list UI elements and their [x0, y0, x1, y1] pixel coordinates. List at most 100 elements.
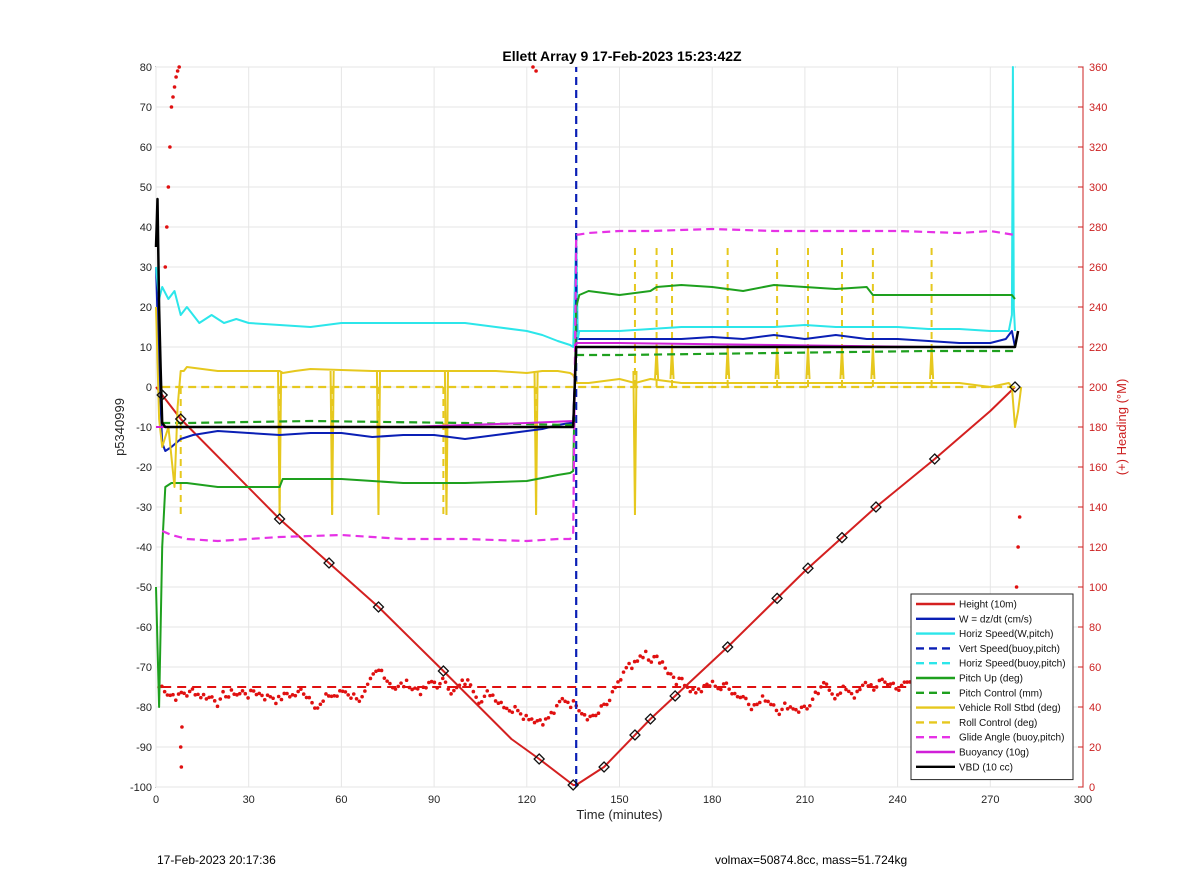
heading-point [282, 691, 287, 696]
heading-point [443, 680, 448, 684]
footer-timestamp: 17-Feb-2023 20:17:36 [157, 853, 276, 867]
heading-point [535, 718, 540, 723]
heading-point [496, 701, 501, 706]
heading-point [265, 693, 270, 697]
heading-point [534, 69, 538, 73]
heading-point [846, 689, 851, 694]
series-line [161, 227, 1016, 543]
heading-point [379, 668, 384, 673]
y-tick-label: -90 [136, 742, 152, 754]
heading-point [813, 690, 818, 695]
y-tick-label: 40 [140, 222, 152, 234]
heading-point [855, 689, 859, 694]
heading-point [688, 689, 693, 694]
heading-point [502, 705, 506, 710]
heading-point [479, 699, 484, 704]
heading-point [477, 701, 481, 706]
heading-point [465, 678, 470, 682]
heading-point [668, 672, 673, 676]
heading-point [493, 699, 498, 703]
heading-point [897, 688, 901, 693]
heading-point [588, 714, 592, 719]
y-tick-label: -60 [136, 622, 152, 634]
heading-point [185, 694, 189, 698]
heading-point [891, 681, 896, 686]
heading-point [229, 688, 234, 692]
heading-point [179, 690, 184, 695]
x-tick-label: 210 [796, 794, 814, 806]
y-tick-label: 0 [146, 382, 152, 394]
height-marker [802, 562, 814, 575]
heading-point [883, 680, 887, 684]
heading-point [332, 693, 337, 698]
heading-point [560, 696, 565, 701]
heading-point [396, 684, 401, 689]
heading-point [605, 702, 609, 707]
y-tick-label: -30 [136, 502, 152, 514]
heading-point [860, 683, 865, 688]
heading-point [705, 682, 709, 687]
heading-point [499, 700, 503, 705]
heading-point [179, 765, 184, 769]
heading-point [727, 687, 731, 691]
heading-point [296, 689, 300, 694]
y-tick-label: -20 [136, 462, 152, 474]
height-marker [533, 753, 546, 765]
y-tick-label: -10 [136, 422, 152, 434]
heading-point [215, 704, 220, 709]
heading-point [404, 678, 409, 683]
heading-point [507, 709, 512, 713]
heading-point [513, 704, 517, 709]
height-marker [836, 531, 848, 544]
heading-point [299, 687, 303, 691]
heading-point [780, 707, 784, 712]
heading-point [827, 688, 832, 692]
heading-point [849, 691, 854, 696]
heading-point [318, 702, 323, 707]
heading-point [852, 696, 857, 700]
heading-point [460, 678, 465, 683]
heading-point [237, 691, 242, 696]
heading-point [738, 695, 743, 700]
heading-point [671, 675, 676, 680]
heading-point [226, 695, 231, 699]
heading-point [212, 699, 217, 703]
series-line [154, 197, 1020, 429]
heading-point [510, 710, 515, 715]
heading-point [388, 681, 392, 686]
heading-point [660, 660, 665, 664]
y-tick-label: 10 [140, 342, 152, 354]
heading-point [821, 680, 826, 685]
heading-point [774, 708, 779, 713]
legend-box [910, 593, 1074, 781]
heading-point [819, 685, 823, 689]
heading-point [329, 694, 334, 699]
heading-point [482, 694, 487, 699]
heading-point [802, 704, 807, 709]
heading-point [699, 689, 704, 694]
y2-tick-label: 0 [1089, 782, 1095, 794]
roll-spike [375, 370, 382, 516]
heading-point [304, 695, 309, 700]
legend-entry: Vehicle Roll Stbd (deg) [959, 703, 1061, 714]
heading-point [524, 713, 528, 718]
heading-point [649, 660, 654, 664]
heading-point [246, 696, 250, 700]
heading-point [568, 705, 573, 710]
heading-point [338, 689, 342, 693]
legend-entry: Pitch Up (deg) [959, 674, 1023, 685]
y-tick-label: 70 [140, 102, 152, 114]
heading-point [816, 691, 820, 696]
heading-point [593, 713, 598, 718]
heading-point [552, 711, 556, 716]
heading-point [810, 697, 815, 702]
heading-point [763, 699, 768, 703]
heading-point [757, 700, 762, 705]
y-tick-label: 60 [140, 142, 152, 154]
legend-entry: Horiz Speed(buoy,pitch) [959, 659, 1066, 670]
heading-point [785, 706, 790, 711]
heading-point [171, 95, 175, 99]
y-tick-label: 20 [140, 302, 152, 314]
heading-point [799, 705, 804, 710]
